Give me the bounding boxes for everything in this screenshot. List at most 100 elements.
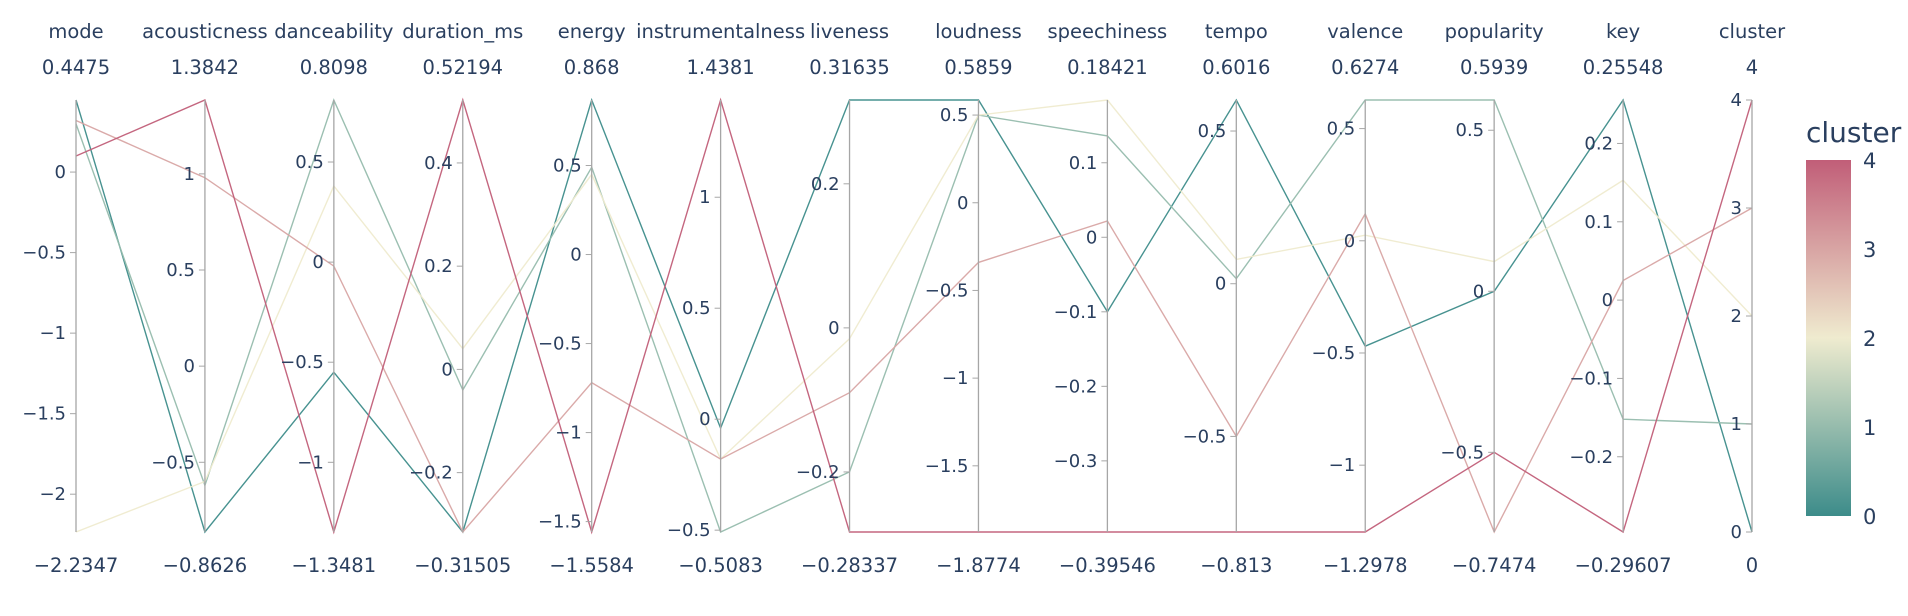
dimension-title: key [1606, 20, 1640, 43]
tick-label: 0.5 [682, 298, 711, 319]
range-max-label: 0.18421 [1067, 56, 1148, 79]
tick-label: 0 [1602, 290, 1613, 311]
tick-label: 0.4 [424, 153, 453, 174]
tick-label: 1 [699, 187, 710, 208]
tick-label: 0.5 [1327, 119, 1356, 140]
axis-instrumentalness[interactable]: instrumentalness 1.4381 −0.5083 1 0.5 0 −0.5 [636, 20, 805, 577]
tick-label: 0.5 [1456, 120, 1485, 141]
axis-speechiness[interactable]: speechiness 0.18421 −0.39546 0.1 0 −0.1 −0.2 −0… [1048, 20, 1168, 577]
range-min-label: −0.39546 [1059, 554, 1156, 577]
tick-label: 0.1 [1584, 212, 1613, 233]
range-max-label: 0.25548 [1583, 56, 1664, 79]
axis-loudness[interactable]: loudness 0.5859 −1.8774 0.5 0 −0.5 −1 −1.5 [925, 20, 1022, 577]
dimension-title: danceability [274, 20, 393, 43]
range-min-label: −1.2978 [1323, 554, 1408, 577]
tick-label: 1 [183, 164, 194, 185]
tick-label: −0.2 [796, 462, 840, 483]
tick-label: −0.1 [1054, 302, 1098, 323]
tick-label: −0.1 [1569, 368, 1613, 389]
tick-label: −0.5 [667, 520, 711, 541]
range-max-label: 1.4381 [686, 56, 754, 79]
tick-label: −0.5 [151, 452, 195, 473]
tick-label: 0.5 [295, 152, 324, 173]
colorbar-tick-label: 2 [1863, 327, 1876, 351]
tick-label: −0.2 [1054, 376, 1098, 397]
series-line-cluster-1 [75, 98, 1753, 533]
range-min-label: −0.5083 [678, 554, 763, 577]
tick-label: 0 [1473, 281, 1484, 302]
range-max-label: 4 [1746, 56, 1758, 79]
tick-label: 1 [1731, 414, 1742, 435]
tick-label: 0.1 [1069, 153, 1098, 174]
dimension-title: liveness [810, 20, 889, 43]
tick-label: 3 [1731, 198, 1742, 219]
tick-label: −1 [297, 452, 324, 473]
tick-label: −0.5 [1183, 426, 1227, 447]
tick-label: 2 [1731, 306, 1742, 327]
range-min-label: −0.29607 [1575, 554, 1672, 577]
tick-label: −1 [942, 368, 969, 389]
axis-cluster[interactable]: cluster 4 0 4 3 2 1 0 [1719, 20, 1786, 577]
tick-label: −0.5 [1440, 442, 1484, 463]
tick-label: 0.2 [424, 256, 453, 277]
tick-label: 0 [699, 409, 710, 430]
range-min-label: −0.813 [1200, 554, 1272, 577]
dimension-title: valence [1327, 20, 1403, 43]
tick-label: 0 [1086, 227, 1097, 248]
series-line-cluster-3 [75, 119, 1753, 534]
tick-label: −0.3 [1054, 451, 1098, 472]
range-max-label: 0.4475 [42, 56, 110, 79]
axis-tempo[interactable]: tempo 0.6016 −0.813 0.5 0 −0.5 [1183, 20, 1273, 577]
tick-label: 0.2 [811, 174, 840, 195]
dimension-title: loudness [935, 20, 1022, 43]
tick-label: 0 [570, 245, 581, 266]
tick-label: −1.5 [925, 456, 969, 477]
range-max-label: 0.52194 [422, 56, 503, 79]
series-line-cluster-0 [75, 97, 1753, 534]
colorbar-tick-label: 1 [1863, 416, 1876, 440]
tick-label: −1 [1329, 455, 1356, 476]
colorbar-ticks: 0 1 2 3 4 [1863, 149, 1876, 529]
range-min-label: −2.2347 [34, 554, 119, 577]
tick-label: 0 [55, 162, 66, 183]
tick-label: −0.5 [22, 243, 66, 264]
tick-label: −0.5 [538, 334, 582, 355]
range-max-label: 0.6016 [1202, 56, 1270, 79]
axis-acousticness[interactable]: acousticness 1.3842 −0.8626 1 0.5 0 −0.5 [142, 20, 268, 577]
range-max-label: 0.868 [564, 56, 620, 79]
axis-valence[interactable]: valence 0.6274 −1.2978 0.5 0 −0.5 −1 [1312, 20, 1408, 577]
axis-liveness[interactable]: liveness 0.31635 −0.28337 0.2 0 −0.2 [796, 20, 898, 577]
dimension-title: popularity [1445, 20, 1544, 43]
tick-label: −0.2 [409, 463, 453, 484]
tick-label: 0 [312, 252, 323, 273]
axis-mode[interactable]: mode 0.4475 −2.2347 0 −0.5 −1 −1.5 −2 [22, 20, 118, 577]
range-min-label: −0.7474 [1452, 554, 1537, 577]
tick-label: 0 [957, 193, 968, 214]
tick-label: 0.5 [553, 156, 582, 177]
range-min-label: −0.8626 [163, 554, 248, 577]
range-max-label: 0.8098 [300, 56, 368, 79]
colorbar: cluster 0 1 2 3 4 [1806, 116, 1902, 529]
axis-key[interactable]: key 0.25548 −0.29607 0.2 0.1 0 −0.1 −0.2 [1569, 20, 1671, 577]
axis-energy[interactable]: energy 0.868 −1.5584 0.5 0 −0.5 −1 −1.5 [538, 20, 634, 577]
tick-label: 0 [1731, 522, 1742, 543]
tick-label: 0.5 [940, 105, 969, 126]
range-max-label: 0.6274 [1331, 56, 1399, 79]
range-min-label: −1.5584 [549, 554, 634, 577]
range-min-label: −1.8774 [936, 554, 1021, 577]
tick-label: −1 [555, 423, 582, 444]
tick-label: 0 [828, 318, 839, 339]
tick-label: −0.5 [925, 280, 969, 301]
dimension-title: acousticness [142, 20, 268, 43]
tick-label: −0.5 [1312, 343, 1356, 364]
dimension-title: mode [48, 20, 103, 43]
dimension-title: tempo [1205, 20, 1268, 43]
range-min-label: 0 [1746, 554, 1758, 577]
dimension-title: energy [558, 20, 626, 43]
axis-duration_ms[interactable]: duration_ms 0.52194 −0.31505 0.4 0.2 0 −0.2 [402, 20, 523, 577]
tick-label: 0 [441, 359, 452, 380]
range-min-label: −1.3481 [292, 554, 377, 577]
axis-danceability[interactable]: danceability 0.8098 −1.3481 0.5 0 −0.5 −1 [274, 20, 393, 577]
axis-popularity[interactable]: popularity 0.5939 −0.7474 0.5 0 −0.5 [1440, 20, 1543, 577]
